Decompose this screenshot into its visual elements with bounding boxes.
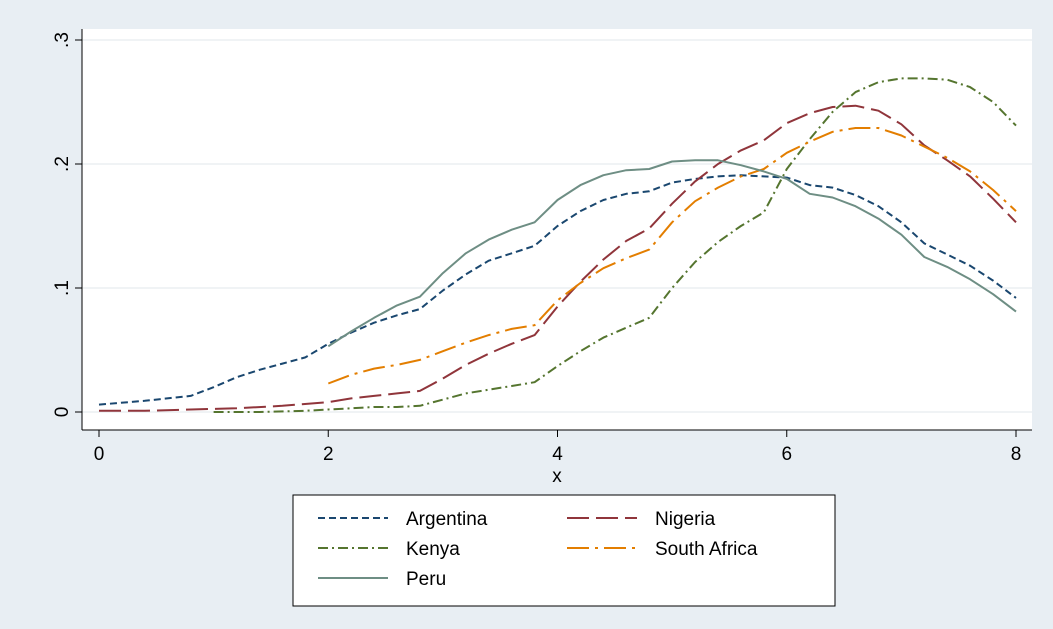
legend: Argentina Nigeria Kenya South Africa Peru [292,494,836,607]
y-tick-label: .1 [52,280,73,296]
x-tick-label: 2 [323,444,334,465]
legend-box [292,494,836,607]
series-line-argentina [98,174,1017,406]
y-tick-label: .3 [52,32,73,48]
series-line-peru [327,159,1017,348]
x-axis-ticks: 0 2 4 6 8 [94,430,1022,465]
legend-label: Nigeria [655,509,716,530]
x-tick-label: 6 [781,444,792,465]
x-tick-label: 0 [94,444,105,465]
x-axis-label: x [552,466,562,487]
series-line-nigeria [99,104,1017,412]
x-tick-label: 4 [552,444,563,465]
gridlines [82,39,1032,413]
legend-label: Peru [406,569,446,590]
x-tick-label: 8 [1011,444,1022,465]
series-line-south-africa [327,127,1017,385]
series-line-kenya [213,77,1017,413]
legend-label: Argentina [406,509,488,530]
y-tick-label: .2 [52,156,73,172]
y-tick-label: 0 [52,407,73,418]
y-axis-ticks: 0 .1 .2 .3 [52,32,82,417]
plot-background [82,29,1032,430]
series-lines [98,77,1017,413]
legend-label: Kenya [406,539,460,560]
legend-label: South Africa [655,539,758,560]
